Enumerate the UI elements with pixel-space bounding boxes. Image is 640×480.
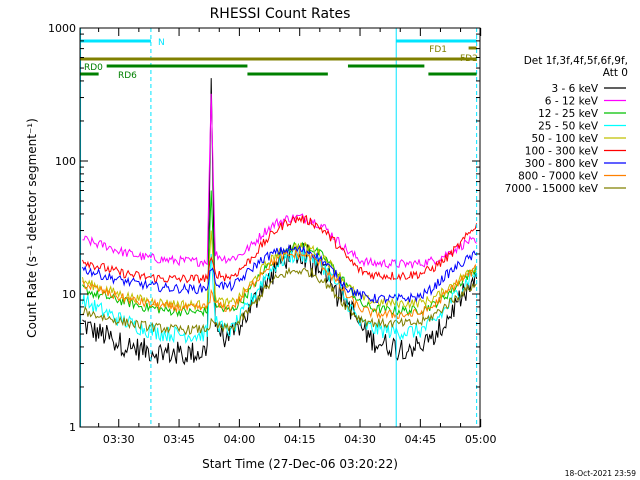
legend-label-4: 25 - 50 keV [538, 121, 599, 133]
legend-label-2: 6 - 12 keV [545, 96, 599, 108]
series-line-6 [82, 214, 478, 284]
legend-label-8: 800 - 7000 keV [518, 171, 599, 183]
flag-label-rd0: RD0 [84, 63, 103, 73]
x-tick-label-2: 03:45 [163, 433, 195, 446]
legend-label-1: 3 - 6 keV [551, 83, 598, 95]
flag-label-fd2: FD2 [460, 54, 478, 64]
y-tick-label-2: 10 [62, 288, 76, 301]
chart-title: RHESSI Count Rates [210, 6, 351, 22]
y-tick-label-4: 1000 [48, 22, 76, 35]
flag-label-rd6: RD6 [118, 71, 137, 81]
x-tick-label-5: 04:30 [344, 433, 376, 446]
flag-label-fd1: FD1 [429, 45, 447, 55]
legend-label-7: 300 - 800 keV [525, 158, 599, 170]
legend-label-6: 100 - 300 keV [525, 146, 599, 158]
timestamp: 18-Oct-2021 23:59 [565, 469, 636, 478]
series-line-9 [82, 266, 478, 336]
legend-label-5: 50 - 100 keV [531, 133, 598, 145]
x-tick-label-1: 03:30 [103, 433, 135, 446]
series-line-8 [82, 249, 478, 320]
series-line-2 [82, 93, 477, 269]
series-line-7 [82, 243, 477, 304]
x-tick-label-4: 04:15 [284, 433, 316, 446]
flag-label-n: N [158, 38, 165, 48]
legend-label-9: 7000 - 15000 keV [505, 183, 599, 195]
legend-label-3: 12 - 25 keV [538, 108, 599, 120]
x-tick-label-6: 04:45 [404, 433, 436, 446]
legend-header-line-2: Att 0 [603, 67, 628, 79]
plot-area: N FD1 FD2 RD0 RD6 [80, 28, 478, 427]
axes: 1 10 100 1000 03:30 03:45 04:00 04:15 04:30 04:45… [48, 22, 497, 446]
x-axis-label: Start Time (27-Dec-06 03:20:22) [202, 457, 398, 471]
x-tick-label-3: 04:00 [224, 433, 256, 446]
y-tick-label-3: 100 [55, 155, 76, 168]
y-axis-label: Count Rate (s⁻¹ detector segment⁻¹) [25, 118, 39, 338]
y-tick-label-1: 1 [69, 421, 76, 434]
x-tick-label-7: 05:00 [465, 433, 497, 446]
legend-header-line-1: Det 1f,3f,4f,5f,6f,9f, [524, 55, 628, 67]
